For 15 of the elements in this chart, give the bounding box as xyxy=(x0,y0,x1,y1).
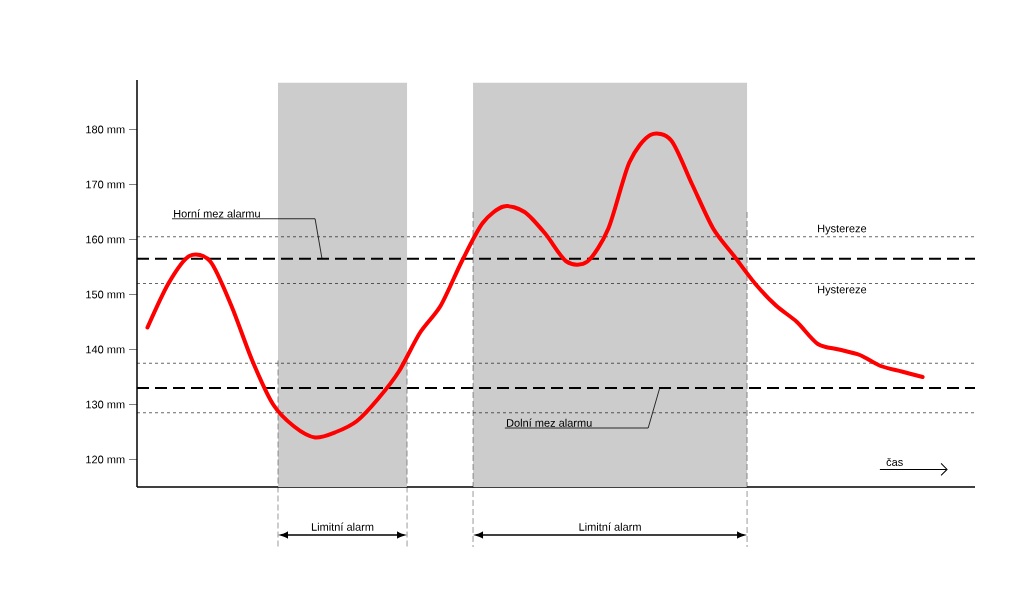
y-tick-label: 180 mm xyxy=(86,125,125,134)
y-tick-label: 150 mm xyxy=(86,290,125,299)
text: Limitní alarm xyxy=(311,522,374,531)
ref-line-label: Horní mez alarmu xyxy=(174,209,260,218)
y-tick-label: 120 mm xyxy=(86,455,125,464)
y-tick-label: 160 mm xyxy=(86,235,125,244)
ref-line-label: Hystereze xyxy=(818,224,867,235)
ref-line-label: Hystereze xyxy=(818,285,867,296)
line-series xyxy=(145,132,925,440)
y-tick-label: 130 mm xyxy=(86,400,125,409)
x-axis-title: čas xyxy=(886,457,903,466)
y-tick-label: 170 mm xyxy=(86,180,125,189)
ref-line-label: Dolní mez alarmu xyxy=(506,418,592,427)
y-tick-label: 140 mm xyxy=(86,345,125,354)
text: Limitní alarm xyxy=(579,522,641,531)
